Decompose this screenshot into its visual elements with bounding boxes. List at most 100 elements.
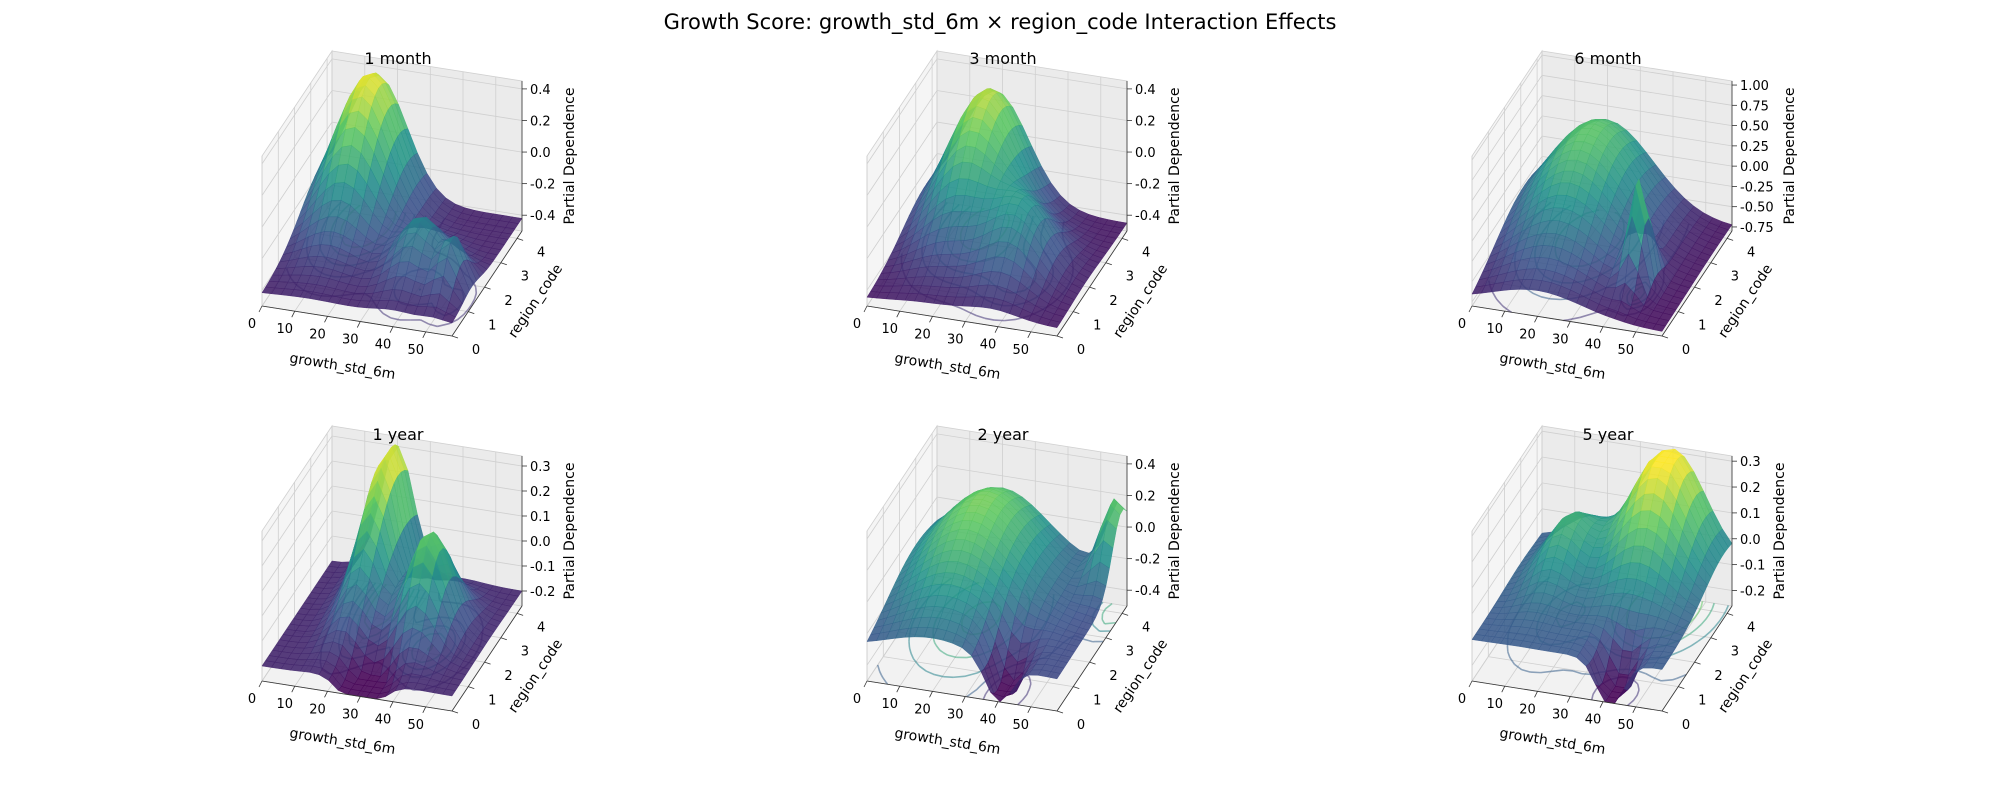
y-tick bbox=[1694, 661, 1701, 665]
y-tick-label: 1 bbox=[1698, 319, 1706, 334]
y-tick-label: 4 bbox=[537, 620, 545, 635]
y-tick-label: 3 bbox=[1731, 645, 1739, 660]
x-tick-label: 10 bbox=[1486, 697, 1503, 712]
x-tick-label: 0 bbox=[853, 692, 861, 707]
contour-segment bbox=[1700, 603, 1703, 608]
x-tick bbox=[1027, 331, 1032, 339]
x-tick-label: 50 bbox=[408, 718, 425, 733]
z-tick-label: -0.75 bbox=[1740, 221, 1774, 236]
x-axis-label: growth_std_6m bbox=[893, 350, 1001, 383]
y-tick-label: 2 bbox=[1109, 294, 1117, 309]
z-gridline bbox=[1471, 95, 1733, 201]
y-tick bbox=[1710, 637, 1717, 641]
subplot-title: 3 month bbox=[969, 49, 1036, 68]
z-tick-label: 0.4 bbox=[1135, 83, 1156, 98]
x-axis-label: growth_std_6m bbox=[1498, 725, 1606, 758]
x-tick-label: 50 bbox=[1618, 718, 1635, 733]
x-tick-label: 0 bbox=[1458, 692, 1466, 707]
contour-segment bbox=[1091, 623, 1094, 626]
contour-segment bbox=[1694, 628, 1697, 631]
y-tick-label: 2 bbox=[504, 294, 512, 309]
x-tick-label: 40 bbox=[1585, 713, 1602, 728]
x-tick-label: 20 bbox=[1519, 702, 1536, 717]
contour-segment bbox=[1508, 656, 1511, 659]
x-tick bbox=[1501, 310, 1506, 318]
z-tick-label: 0.0 bbox=[530, 535, 551, 550]
contour-segment bbox=[967, 311, 977, 317]
subplot-title: 6 month bbox=[1574, 49, 1641, 68]
contour-segment bbox=[959, 307, 965, 311]
contour-segment bbox=[474, 285, 477, 288]
x-tick bbox=[961, 321, 966, 328]
contour-segment bbox=[1550, 298, 1561, 301]
y-tick-label: 4 bbox=[1747, 620, 1755, 635]
x-tick-label: 50 bbox=[408, 343, 425, 358]
x-tick bbox=[863, 680, 868, 688]
z-tick-label: -0.1 bbox=[530, 560, 555, 575]
contour-segment bbox=[1004, 318, 1016, 322]
x-tick-label: 20 bbox=[1519, 327, 1536, 342]
x-tick-label: 0 bbox=[248, 692, 256, 707]
surface-facet bbox=[442, 312, 456, 324]
x-axis-line bbox=[261, 305, 453, 337]
z-axis-label: Partial Dependence bbox=[1782, 88, 1798, 225]
z-tick-label: 0.0 bbox=[530, 146, 551, 161]
x-tick bbox=[324, 691, 328, 698]
x-tick-label: 50 bbox=[1618, 343, 1635, 358]
x-tick-label: 10 bbox=[276, 322, 293, 337]
y-axis-label: region_code bbox=[1715, 262, 1776, 341]
contour-segment bbox=[932, 673, 935, 676]
x-tick bbox=[1632, 706, 1637, 714]
y-tick bbox=[1105, 637, 1112, 641]
x-tick bbox=[1566, 696, 1571, 703]
x-tick-label: 30 bbox=[1552, 708, 1569, 723]
y-tick bbox=[1661, 710, 1669, 714]
x-axis-label: growth_std_6m bbox=[1498, 350, 1606, 383]
contour-segment bbox=[474, 287, 478, 294]
contour-segment bbox=[1495, 297, 1498, 301]
contour-segment bbox=[1027, 688, 1031, 692]
contour-segment bbox=[1496, 299, 1503, 306]
y-tick bbox=[1056, 335, 1064, 339]
x-tick-label: 30 bbox=[947, 708, 964, 723]
x-tick-label: 10 bbox=[1486, 322, 1503, 337]
x-tick bbox=[961, 696, 966, 703]
y-tick-label: 3 bbox=[521, 645, 529, 660]
y-tick-label: 2 bbox=[1109, 669, 1117, 684]
z-tick-label: 0.2 bbox=[530, 114, 551, 129]
y-tick-label: 0 bbox=[1077, 718, 1085, 733]
y-tick bbox=[451, 710, 459, 714]
contour-segment bbox=[953, 675, 965, 679]
y-tick bbox=[1056, 710, 1064, 714]
y-tick bbox=[1726, 612, 1734, 616]
contour-segment bbox=[1015, 317, 1020, 321]
x-tick bbox=[896, 310, 901, 318]
contour-segment bbox=[420, 319, 429, 325]
z-tick-label: -0.2 bbox=[1135, 178, 1160, 193]
y-tick bbox=[1726, 237, 1734, 241]
z-tick-label: -0.2 bbox=[530, 178, 555, 193]
y-tick-label: 0 bbox=[1682, 343, 1690, 358]
contour-segment bbox=[457, 314, 465, 321]
z-tick-label: -0.1 bbox=[1740, 559, 1765, 574]
x-tick bbox=[1534, 316, 1538, 323]
z-gridline bbox=[261, 121, 523, 228]
x-tick bbox=[1468, 680, 1473, 688]
z-tick-label: -0.2 bbox=[530, 585, 555, 600]
contour-segment bbox=[463, 309, 469, 316]
z-tick-label: -0.2 bbox=[1740, 584, 1765, 599]
y-tick-label: 1 bbox=[488, 319, 496, 334]
y-tick bbox=[451, 335, 459, 339]
x-tick bbox=[929, 691, 933, 698]
contour-segment bbox=[1701, 601, 1704, 605]
z-tick-label: -0.4 bbox=[530, 209, 555, 224]
x-tick-label: 40 bbox=[980, 713, 997, 728]
x-tick-label: 40 bbox=[1585, 338, 1602, 353]
contour-segment bbox=[932, 639, 936, 643]
z-tick-label: 0.2 bbox=[1135, 114, 1156, 129]
y-tick bbox=[516, 612, 524, 616]
z-tick-label: 0.00 bbox=[1740, 160, 1769, 175]
x-tick-label: 40 bbox=[980, 338, 997, 353]
z-tick-label: -0.2 bbox=[1135, 553, 1160, 568]
subplot-title: 1 month bbox=[364, 49, 431, 68]
